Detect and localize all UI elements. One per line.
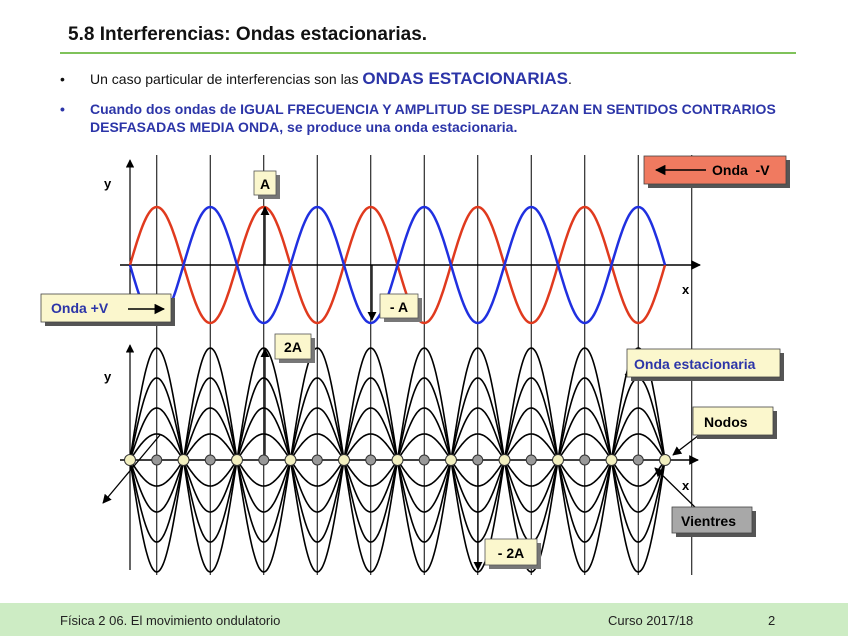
footer-page-number: 2 [768,613,776,628]
antinode-point [204,454,216,466]
bullet-dot: • [60,101,65,117]
node-point [177,454,190,466]
label-onda-negative-v: Onda -V [712,162,770,178]
label-two-a: 2A [284,339,302,355]
label-box-two-a [274,333,312,360]
antinode-point [579,454,591,466]
antinode-point [418,454,430,466]
title-underline [60,52,796,54]
vientres-pointer-arrow [654,467,701,513]
label-nodos: Nodos [704,414,748,430]
callout-onda-positive-v [40,293,172,323]
antinode-point [525,454,537,466]
label-minus-two-a: - 2A [498,545,524,561]
label-box-minus-a [379,293,419,319]
callout-nodos [692,406,774,436]
node-antinode-points [124,454,671,466]
antinode-point [365,454,377,466]
bullet-dot: • [60,71,65,87]
label-minus-a: - A [390,299,408,315]
antinode-point [258,454,270,466]
footer-year: Curso 2017/18 [608,613,694,628]
node-point [498,454,511,466]
antinode-point [472,454,484,466]
top-x-label: x [682,282,690,297]
footer-bar: Física 2 06. El movimiento ondulatorio C… [0,603,848,636]
bottom-y-label: y [104,369,112,384]
node-point [445,454,457,466]
node-point [659,454,671,466]
bullet-prefix: Un caso particular de interferencias son… [90,71,363,87]
callout-onda-estacionaria [626,348,781,378]
label-box-a [253,170,277,196]
bottom-x-label: x [682,478,690,493]
node-point [391,454,404,466]
top-y-label: y [104,176,112,191]
bullet-suffix: . [567,71,572,87]
antinode-point [632,454,644,466]
label-a: A [260,176,270,192]
standing-wave-diagram: y x y x A - A 2A - 2A Onda -V Onda +V On… [40,155,790,575]
bullet-emphasis: ONDAS ESTACIONARIAS [362,69,568,88]
callout-vientres [671,506,753,534]
wave-negative-velocity [128,205,667,325]
node-point [338,454,350,466]
label-onda-estacionaria: Onda estacionaria [634,356,756,372]
footer-course-title: Física 2 06. El movimiento ondulatorio [60,613,281,628]
slide-title: 5.8 Interferencias: Ondas estacionarias. [68,24,428,45]
oblique-arrow [102,434,161,504]
node-point [605,454,618,466]
node-point [284,454,297,466]
node-point [231,454,243,466]
label-onda-positive-v: Onda +V [51,300,109,316]
label-box-minus-two-a [484,538,538,566]
bullet-text: Un caso particular de interferencias son… [90,70,572,88]
bullet-text: Cuando dos ondas de IGUAL FRECUENCIA Y A… [90,101,776,135]
label-vientres: Vientres [681,513,736,529]
node-point [124,454,136,466]
antinode-point [311,454,323,466]
antinode-point [151,454,163,466]
node-point [552,454,564,466]
